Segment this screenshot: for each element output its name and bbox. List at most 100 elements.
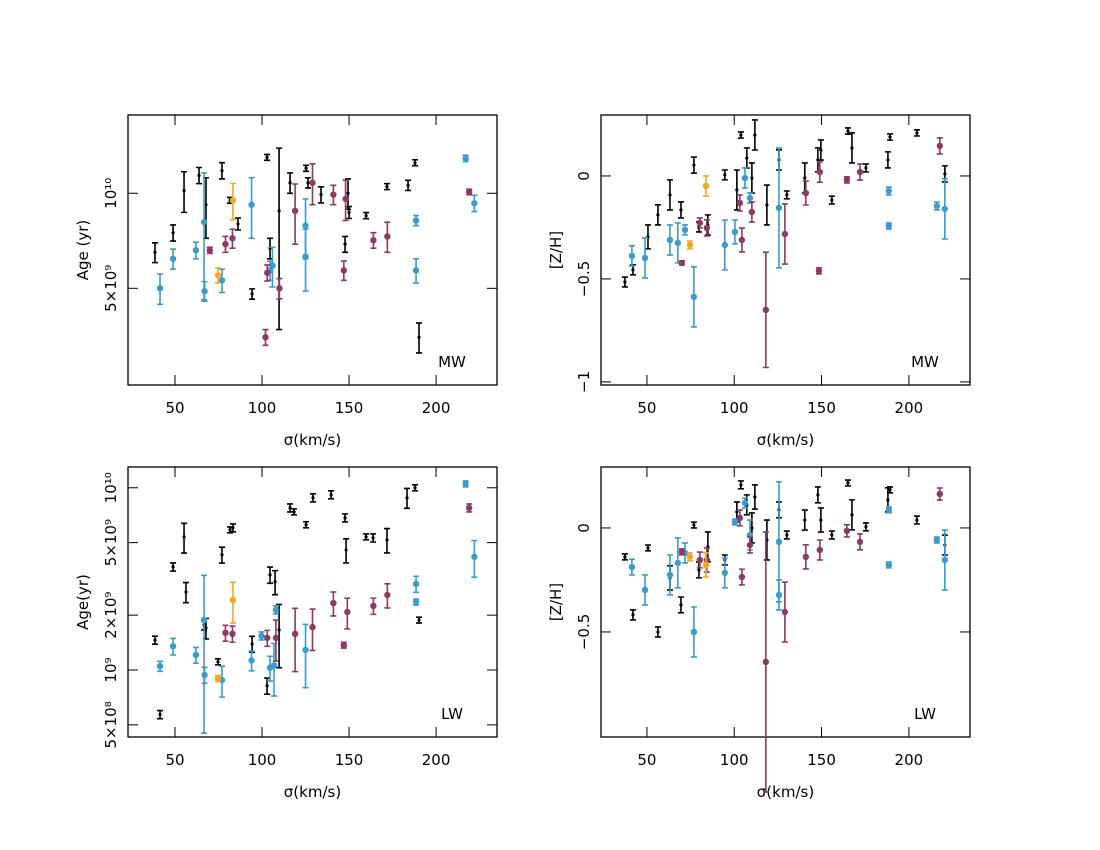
data-point: [746, 541, 754, 549]
data-point: [678, 259, 686, 267]
data-point: [686, 553, 694, 561]
x-tick-label: 100: [248, 399, 277, 417]
data-point: [304, 166, 308, 170]
data-point: [169, 255, 177, 263]
data-point: [264, 269, 271, 276]
plot-frame: [600, 114, 971, 386]
data-point: [941, 556, 949, 564]
data-point: [330, 191, 337, 198]
data-point: [228, 528, 232, 532]
annotation: LW: [441, 705, 463, 723]
x-tick-label: 200: [422, 751, 451, 769]
y-axis-label: Age(yr): [74, 574, 92, 630]
data-point: [406, 183, 410, 187]
error-bar: [201, 574, 208, 735]
data-point: [915, 131, 919, 135]
data-point: [641, 586, 649, 594]
data-point: [623, 280, 627, 284]
data-point: [413, 486, 417, 490]
data-point: [721, 241, 729, 249]
x-axis-label: σ(km/s): [757, 783, 814, 801]
data-point: [182, 188, 186, 193]
data-point: [340, 641, 348, 649]
data-point: [250, 642, 254, 646]
y-axis-label: [Z/H]: [547, 583, 565, 621]
data-point: [702, 561, 710, 569]
data-point: [623, 555, 627, 559]
data-point: [412, 598, 420, 606]
data-point: [385, 538, 389, 542]
data-point: [220, 553, 224, 557]
data-point: [723, 173, 727, 177]
data-point: [750, 176, 754, 180]
data-point: [702, 182, 710, 190]
data-point: [270, 662, 278, 669]
data-point: [229, 596, 237, 604]
data-point: [735, 510, 739, 514]
data-point: [775, 591, 783, 599]
data-point: [204, 626, 208, 630]
data-point: [364, 535, 368, 539]
data-point: [886, 498, 890, 502]
data-point: [631, 613, 635, 617]
x-axis-label: σ(km/s): [757, 431, 814, 449]
y-tick-label: −0.5: [575, 261, 593, 297]
y-tick-label: 10¹⁰: [102, 472, 120, 503]
x-tick-label: 150: [335, 751, 364, 769]
error-bar: [302, 623, 309, 689]
data-point: [471, 200, 478, 207]
error-bar: [302, 198, 309, 260]
x-tick-label: 100: [248, 751, 277, 769]
x-tick-label: 50: [637, 399, 656, 417]
data-point: [265, 684, 269, 688]
data-point: [276, 285, 283, 292]
x-tick-label: 150: [807, 751, 836, 769]
data-point: [816, 168, 824, 176]
data-point: [302, 646, 309, 654]
data-point: [304, 523, 308, 527]
data-point: [250, 292, 254, 296]
data-point: [192, 247, 200, 254]
data-point: [785, 193, 789, 197]
data-point: [264, 634, 271, 642]
data-point: [656, 213, 660, 217]
data-point: [342, 195, 349, 203]
plot-frame: [127, 114, 498, 386]
data-point: [738, 236, 746, 244]
data-point: [668, 193, 672, 197]
data-point: [721, 569, 729, 577]
error-bar: [292, 183, 299, 245]
x-tick-label: 200: [422, 399, 451, 417]
plot-frame: [127, 466, 498, 738]
data-point: [417, 618, 421, 622]
data-point: [268, 573, 272, 577]
data-point: [745, 156, 749, 160]
data-point: [886, 158, 890, 162]
y-tick-label: 10¹⁰: [102, 178, 120, 209]
data-point: [214, 272, 222, 279]
data-point: [885, 506, 892, 514]
data-point: [291, 630, 299, 638]
y-axis-label: Age (yr): [74, 220, 92, 281]
data-point: [762, 658, 770, 666]
data-point: [888, 135, 892, 139]
data-point: [171, 231, 175, 235]
data-point: [200, 616, 208, 624]
data-point: [856, 168, 864, 176]
data-point: [775, 538, 783, 546]
data-point: [697, 568, 701, 572]
data-point: [258, 632, 265, 640]
x-tick-label: 200: [895, 751, 924, 769]
data-point: [265, 155, 269, 159]
data-point: [344, 548, 348, 552]
data-point: [309, 179, 316, 186]
y-axis-label: [Z/H]: [547, 231, 565, 269]
data-point: [412, 267, 420, 274]
y-tick-label: 5×10⁹: [102, 519, 120, 566]
data-point: [248, 201, 255, 208]
error-bar: [292, 607, 299, 673]
data-point: [943, 172, 947, 176]
data-point: [158, 712, 162, 717]
data-point: [843, 176, 851, 184]
data-point: [843, 527, 851, 535]
